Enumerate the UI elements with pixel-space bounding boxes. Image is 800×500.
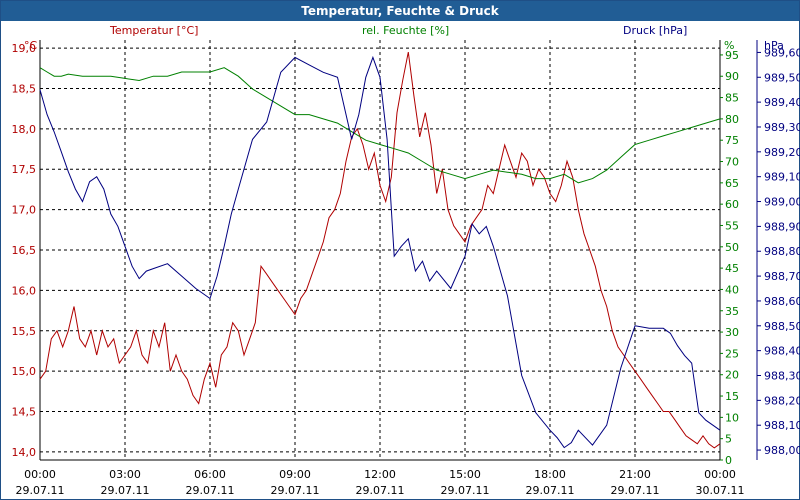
temperature-tick-label: 14,5: [12, 406, 37, 419]
pressure-tick-label: 989,20: [764, 146, 800, 159]
temperature-tick-label: 15,0: [12, 365, 37, 378]
temperature-tick-label: 17,0: [12, 204, 37, 217]
temperature-axis-label: Temperatur [°C]: [109, 24, 198, 37]
humidity-tick-label: 50: [725, 241, 739, 254]
x-tick-date: 29.07.11: [101, 484, 150, 497]
x-tick-date: 29.07.11: [16, 484, 65, 497]
temperature-axis-ticks: 14,0 14,5 15,0 15,5 16,0 16,5 17,0 17,5 18,0 18,5…: [12, 42, 37, 459]
humidity-tick-label: 5: [725, 433, 732, 446]
pressure-tick-label: 988,70: [764, 270, 800, 283]
x-tick-date: 29.07.11: [441, 484, 490, 497]
pressure-unit: hPa: [764, 39, 784, 52]
x-tick-date: 30.07.11: [696, 484, 745, 497]
grid-lines: [39, 40, 758, 461]
humidity-tick-label: 85: [725, 92, 739, 105]
temperature-tick-label: 15,5: [12, 325, 37, 338]
temperature-tick-label: 18,5: [12, 82, 37, 95]
temperature-tick-label: 16,5: [12, 244, 37, 257]
humidity-unit: %: [724, 39, 734, 52]
pressure-tick-label: 988,90: [764, 220, 800, 233]
temperature-tick-label: 16,0: [12, 284, 37, 297]
x-tick-date: 29.07.11: [356, 484, 405, 497]
humidity-tick-label: 55: [725, 219, 739, 232]
x-tick-time: 06:00: [194, 468, 226, 481]
humidity-tick-label: 35: [725, 305, 739, 318]
x-tick-time: 12:00: [364, 468, 396, 481]
humidity-tick-label: 65: [725, 177, 739, 190]
x-tick-time: 18:00: [534, 468, 566, 481]
humidity-tick-label: 90: [725, 70, 739, 83]
humidity-tick-label: 30: [725, 326, 739, 339]
temperature-tick-label: 14,0: [12, 446, 37, 459]
humidity-tick-label: 80: [725, 113, 739, 126]
pressure-series-line: [39, 55, 721, 449]
pressure-tick-label: 988,20: [764, 394, 800, 407]
humidity-axis-label: rel. Feuchte [%]: [362, 24, 449, 37]
humidity-series-line: [39, 67, 721, 184]
humidity-tick-label: 75: [725, 134, 739, 147]
pressure-tick-label: 989,10: [764, 171, 800, 184]
pressure-tick-label: 988,30: [764, 370, 800, 383]
x-tick-date: 29.07.11: [186, 484, 235, 497]
x-tick-time: 00:00: [24, 468, 56, 481]
temperature-series-line: [39, 52, 721, 449]
pressure-tick-label: 988,00: [764, 444, 800, 457]
humidity-tick-label: 45: [725, 262, 739, 275]
humidity-tick-label: 15: [725, 390, 739, 403]
humidity-tick-label: 40: [725, 283, 739, 296]
pressure-tick-label: 989,60: [764, 46, 800, 59]
x-tick-time: 03:00: [109, 468, 141, 481]
humidity-axis-ticks: 0 5 10 15 20 25 30 35 40 45 50 55 60 65 70 75 80 85 90 95: [720, 49, 739, 467]
x-tick-date: 29.07.11: [526, 484, 575, 497]
pressure-tick-label: 988,40: [764, 345, 800, 358]
pressure-tick-label: 989,00: [764, 196, 800, 209]
x-tick-time: 09:00: [279, 468, 311, 481]
pressure-tick-label: 988,60: [764, 295, 800, 308]
humidity-tick-label: 95: [725, 49, 739, 62]
temperature-unit: °C: [24, 39, 38, 52]
series-lines: [39, 52, 721, 449]
x-tick-time: 00:00: [704, 468, 736, 481]
x-axis-ticks: 00:00 29.07.11 03:00 29.07.11 06:00 29.07.11 0…: [16, 468, 745, 497]
humidity-tick-label: 70: [725, 156, 739, 169]
humidity-tick-label: 20: [725, 369, 739, 382]
pressure-axis-ticks: 988,00 988,10 988,20 988,30 988,40 988,50 988,…: [757, 46, 800, 457]
humidity-tick-label: 60: [725, 198, 739, 211]
temperature-tick-label: 19,0: [12, 42, 37, 55]
x-tick-time: 15:00: [449, 468, 481, 481]
temperature-tick-label: 18,0: [12, 123, 37, 136]
x-tick-date: 29.07.11: [271, 484, 320, 497]
temperature-tick-label: 17,5: [12, 163, 37, 176]
x-tick-time: 21:00: [619, 468, 651, 481]
x-tick-date: 29.07.11: [611, 484, 660, 497]
humidity-tick-label: 25: [725, 347, 739, 360]
humidity-tick-label: 10: [725, 411, 739, 424]
pressure-tick-label: 988,50: [764, 320, 800, 333]
chart-title: Temperatur, Feuchte & Druck: [1, 1, 799, 21]
pressure-tick-label: 989,40: [764, 96, 800, 109]
humidity-tick-label: 0: [725, 454, 732, 467]
pressure-axis-label: Druck [hPa]: [623, 24, 687, 37]
pressure-tick-label: 988,10: [764, 419, 800, 432]
pressure-tick-label: 988,80: [764, 245, 800, 258]
pressure-tick-label: 989,50: [764, 71, 800, 84]
pressure-tick-label: 989,30: [764, 121, 800, 134]
